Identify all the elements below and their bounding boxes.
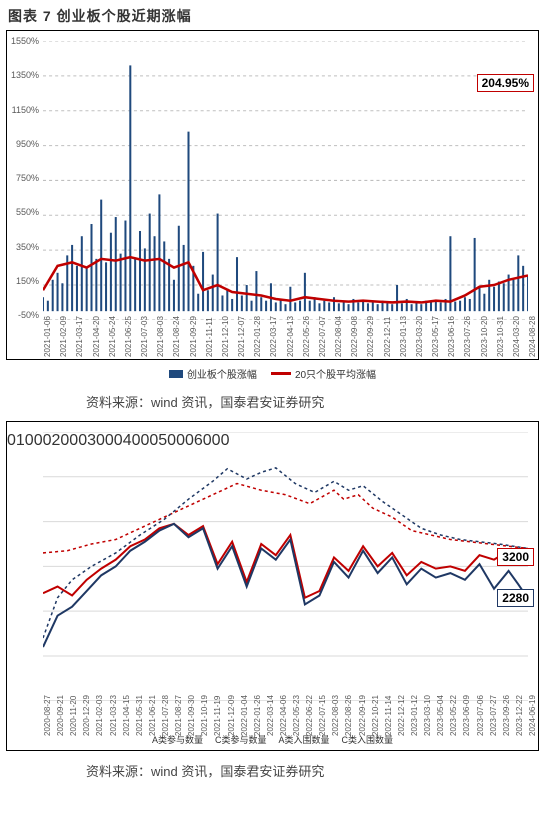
legend-item: C类参与数量 (215, 733, 267, 746)
chart2-wrap: 0100020003000400050006000 2020-08-272020… (6, 421, 539, 780)
chart1-y-axis: -50%150%350%550%750%950%1150%1350%1550% (7, 41, 41, 315)
chart1-source: 资料来源：wind 资讯，国泰君安证券研究 (86, 392, 539, 411)
chart1-callout: 204.95% (477, 74, 534, 92)
chart1-plot (43, 41, 528, 320)
legend-item: A类入围数量 (279, 733, 330, 746)
chart2-source: 资料来源：wind 资讯，国泰君安证券研究 (86, 761, 539, 780)
chart1-x-axis: 2021-01-062021-02-092021-03-172021-04-20… (43, 317, 528, 357)
chart2-box: 0100020003000400050006000 2020-08-272020… (6, 421, 539, 751)
chart1-box: -50%150%350%550%750%950%1150%1350%1550% … (6, 30, 539, 360)
chart2-x-axis: 2020-08-272020-09-212020-11-202020-12-29… (43, 696, 528, 736)
chart2-callout: 3200 (497, 548, 534, 566)
chart2-y-axis: 0100020003000400050006000 (7, 432, 41, 696)
chart2-legend: A类参与数量 C类参与数量 A类入围数量 C类入围数量 (7, 731, 538, 750)
chart1-wrap: 图表 7 创业板个股近期涨幅 -50%150%350%550%750%950%1… (6, 6, 539, 411)
legend-item: 创业板个股涨幅 (169, 366, 257, 381)
chart2-plot (43, 432, 528, 701)
legend-item: 20只个股平均涨幅 (271, 366, 376, 381)
page: 图表 7 创业板个股近期涨幅 -50%150%350%550%750%950%1… (0, 0, 545, 818)
legend-item: A类参与数量 (152, 733, 203, 746)
chart1-title: 图表 7 创业板个股近期涨幅 (8, 6, 539, 26)
chart2-callout: 2280 (497, 589, 534, 607)
legend-item: C类入围数量 (342, 733, 394, 746)
chart1-legend: 创业板个股涨幅 20只个股平均涨幅 (7, 364, 538, 385)
